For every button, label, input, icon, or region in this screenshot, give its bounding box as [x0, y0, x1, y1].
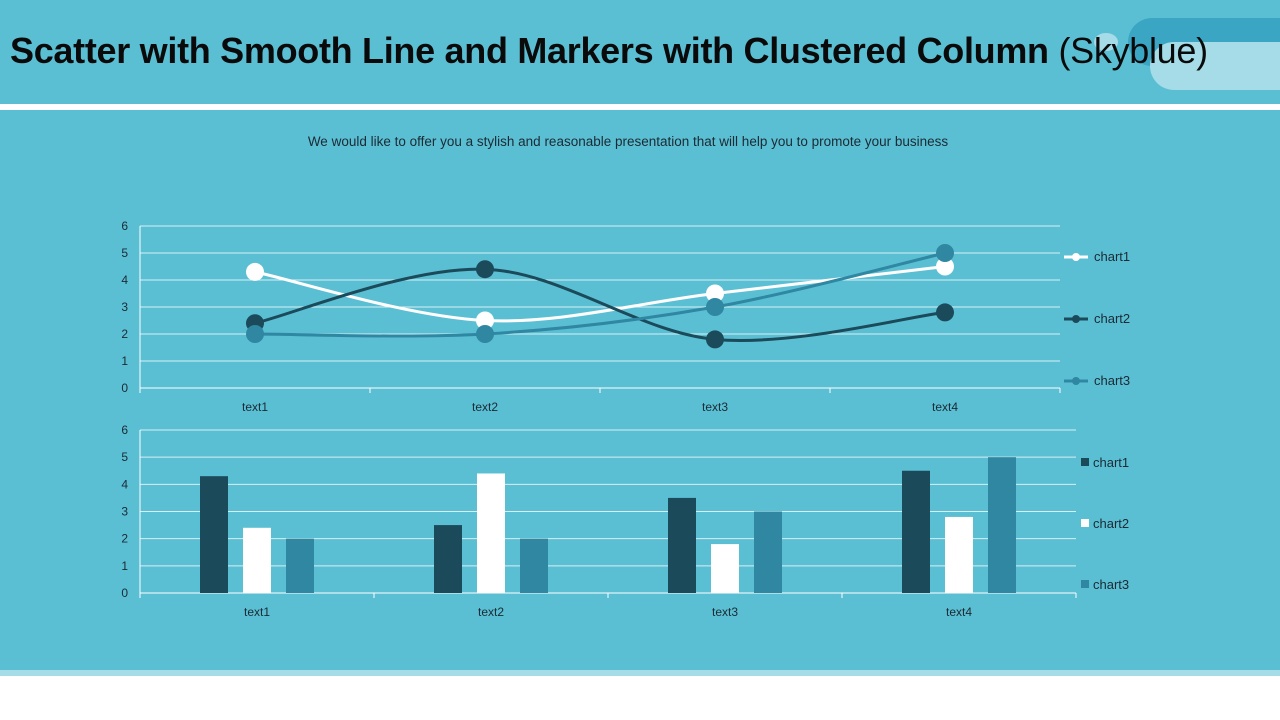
y-tick-label: 3 [121, 300, 128, 314]
subtitle: We would like to offer you a stylish and… [307, 134, 949, 149]
data-point [706, 298, 724, 316]
legend-label: chart3 [1094, 373, 1130, 388]
legend-label: chart2 [1094, 311, 1130, 326]
y-tick-label: 6 [121, 423, 128, 437]
header-divider [0, 104, 1280, 110]
x-tick-label: text3 [702, 400, 728, 414]
bar-chart2 [477, 473, 505, 593]
data-point [246, 262, 264, 281]
y-tick-label: 2 [121, 327, 128, 341]
data-point [706, 330, 724, 349]
y-tick-label: 3 [121, 505, 128, 519]
bar-chart3 [988, 457, 1016, 593]
data-point [246, 325, 264, 343]
y-tick-label: 0 [121, 381, 128, 395]
legend-label: chart1 [1093, 455, 1129, 470]
footer-band [0, 670, 1280, 676]
legend-swatch [1081, 458, 1089, 466]
footer-area [0, 676, 1280, 720]
y-tick-label: 6 [121, 219, 128, 233]
y-tick-label: 5 [121, 450, 128, 464]
y-tick-label: 4 [121, 273, 128, 287]
legend-label: chart1 [1094, 249, 1130, 264]
header: Scatter with Smooth Line and Markers wit… [0, 0, 1280, 104]
bar-chart2 [711, 544, 739, 593]
data-point [476, 311, 494, 330]
legend-label: chart2 [1093, 516, 1129, 531]
x-tick-label: text1 [242, 400, 268, 414]
bar-chart2 [243, 527, 271, 593]
bar-chart3 [754, 511, 782, 593]
data-point [706, 284, 724, 303]
legend-swatch [1081, 519, 1089, 527]
bar-chart1 [434, 525, 462, 593]
bar-chart2 [945, 516, 973, 593]
decorative-shape [1150, 42, 1280, 90]
y-tick-label: 5 [121, 246, 128, 260]
y-tick-label: 2 [121, 532, 128, 546]
bar-chart3 [286, 538, 314, 593]
data-point [936, 303, 954, 322]
decorative-shape [1094, 33, 1118, 51]
x-tick-label: text2 [478, 605, 504, 619]
bar-chart1 [200, 476, 228, 593]
y-tick-label: 1 [121, 354, 128, 368]
y-tick-label: 0 [121, 586, 128, 600]
title-main: Scatter with Smooth Line and Markers wit… [10, 30, 1049, 71]
data-point [936, 244, 954, 262]
data-point [476, 260, 494, 279]
bar-chart3 [520, 538, 548, 593]
x-tick-label: text4 [946, 605, 972, 619]
series-line-chart3 [254, 251, 946, 338]
bar-chart1 [902, 470, 930, 593]
data-point [476, 325, 494, 343]
series-line-chart1 [254, 265, 946, 323]
x-tick-label: text2 [472, 400, 498, 414]
data-point [936, 257, 954, 276]
y-tick-label: 4 [121, 477, 128, 491]
page-title: Scatter with Smooth Line and Markers wit… [10, 30, 1208, 72]
x-tick-label: text1 [244, 605, 270, 619]
x-tick-label: text4 [932, 400, 958, 414]
legend-marker [1072, 315, 1080, 323]
legend-marker [1072, 377, 1080, 385]
bar-chart1 [668, 497, 696, 593]
legend-swatch [1081, 580, 1089, 588]
legend-label: chart3 [1093, 577, 1129, 592]
series-line-chart2 [254, 267, 946, 342]
title-suffix: (Skyblue) [1058, 30, 1208, 71]
x-tick-label: text3 [712, 605, 738, 619]
y-tick-label: 1 [121, 559, 128, 573]
legend-marker [1072, 253, 1080, 261]
